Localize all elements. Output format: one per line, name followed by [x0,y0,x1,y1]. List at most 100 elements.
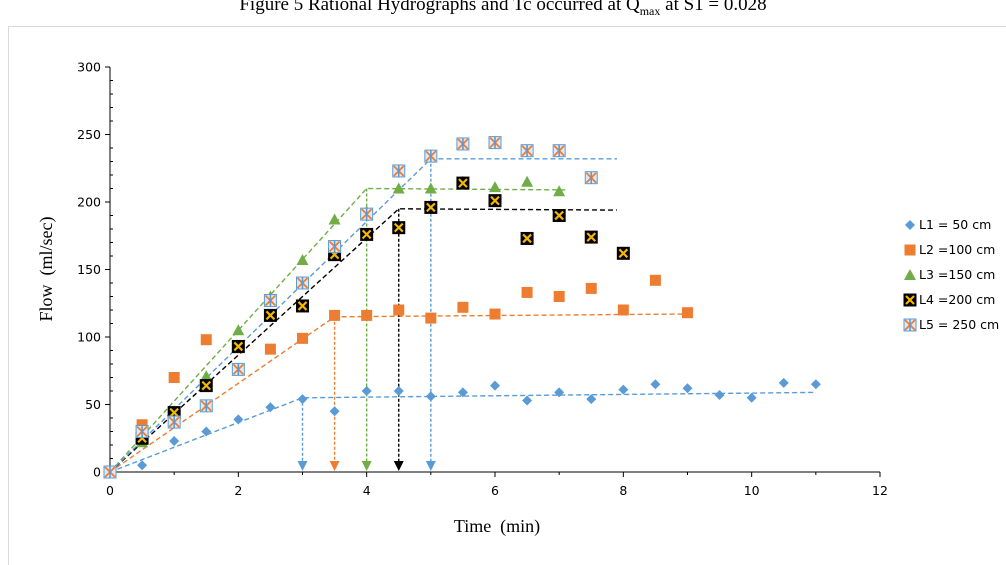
data-point [552,209,566,222]
series-asterisk [103,136,598,479]
legend-item: L1 = 50 cm [902,212,999,237]
data-point-cross [586,232,597,242]
data-point [553,185,566,197]
data-point [584,230,598,244]
data-point [682,307,693,319]
page-title-subscript: max [639,3,661,18]
data-point [424,200,438,214]
data-point [393,304,405,316]
legend: L1 = 50 cm L2 =100 cm L3 =150 cm L4 =200 cm… [902,212,999,337]
data-point [231,339,245,353]
tc-arrowhead [361,461,372,471]
legend-item: L3 =150 cm [902,262,999,287]
data-point [778,377,789,388]
data-point [488,136,502,150]
data-point [103,465,117,479]
data-point [521,175,534,187]
data-point-cross [490,195,500,206]
data-point [746,392,757,403]
data-point-cross [426,202,436,213]
data-point [360,227,374,241]
data-point [169,435,180,446]
data-point [328,240,342,254]
data-point [904,244,916,255]
data-point [903,293,917,306]
data-point [167,415,181,429]
legend-label: L3 =150 cm [919,267,996,282]
data-point [552,144,566,158]
data-point [616,246,630,260]
x-tick-label: 8 [619,483,627,498]
data-point-cross [265,310,276,321]
data-point-cross [169,407,179,418]
data-point-cross [618,248,629,259]
data-point [457,387,468,398]
tc-arrowhead [297,461,308,471]
y-tick-label: 100 [77,330,101,345]
data-point [200,370,213,382]
trend-line [109,391,816,473]
data-point-cross [522,233,532,244]
y-tick-label: 0 [93,465,101,480]
data-point-cross [458,178,468,188]
data-point [425,391,436,402]
legend-swatch [904,268,916,280]
data-point [297,332,308,344]
legend-item: L2 =100 cm [902,237,999,262]
data-point [617,304,629,316]
data-point [905,219,915,230]
data-point [682,383,693,394]
tc-arrowhead [425,461,436,471]
data-point [201,426,212,437]
tc-arrowhead [393,461,404,471]
legend-label: L2 =100 cm [919,242,996,257]
x-tick-label: 10 [744,483,760,498]
data-point [232,324,245,336]
data-point [297,394,308,405]
data-point [137,460,148,471]
y-tick-label: 50 [85,397,101,412]
legend-label: L1 = 50 cm [919,217,992,232]
data-point [520,144,534,158]
x-tick-label: 2 [234,483,242,498]
series-diamond [105,377,821,477]
data-point [522,395,533,406]
data-point [392,164,406,178]
data-point [585,282,597,294]
x-tick-label: 0 [106,483,114,498]
data-point [200,334,212,346]
data-point [361,386,372,396]
data-point [231,362,245,376]
data-point [553,291,565,302]
x-tick-label: 6 [491,483,499,498]
y-axis-label: Flow (ml/sec) [36,217,57,322]
data-point-cross [297,301,308,311]
data-point [393,386,404,396]
data-point-cross [233,341,244,352]
legend-item: L5 = 250 cm [902,312,999,337]
legend-swatch [905,219,915,230]
data-point [488,194,502,208]
axes: 0 2 4 6 8 10 12 0 50 100 150 200 250 300 [77,60,888,499]
data-point [329,406,340,417]
data-point-cross [201,380,212,391]
legend-label: L4 =200 cm [919,292,996,307]
x-axis-label: Time (min) [454,516,540,537]
data-point [489,308,501,320]
data-point [136,419,148,431]
y-tick-label: 300 [77,60,101,75]
legend-label: L5 = 250 cm [919,317,1000,332]
data-point [714,390,725,401]
data-point [457,301,469,313]
data-point [329,309,341,321]
data-point [296,299,309,313]
data-point [650,379,661,390]
x-tick-label: 12 [872,483,888,498]
data-point [520,231,534,245]
data-point [296,254,309,266]
data-point [263,294,277,308]
data-point-cross [554,210,564,221]
data-point [392,221,406,235]
data-point [618,384,629,395]
